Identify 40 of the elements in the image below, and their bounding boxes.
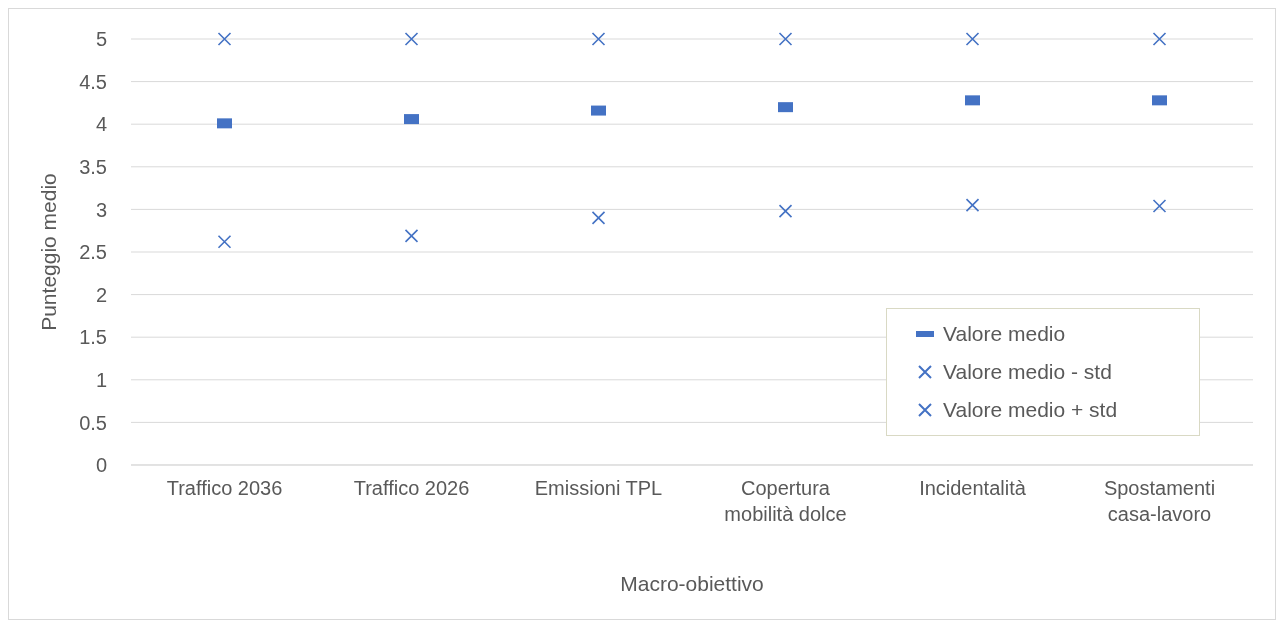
y-tick-label: 4.5 (79, 70, 107, 93)
point (778, 204, 793, 218)
legend-label: Valore medio + std (943, 398, 1118, 422)
point (965, 95, 980, 106)
y-tick-label: 1.5 (79, 326, 107, 349)
y-tick-label: 2.5 (79, 241, 107, 264)
point (1152, 32, 1167, 46)
y-tick-label: 0 (95, 454, 107, 477)
x-tick-label: Traffico 2026 (353, 477, 470, 499)
y-tick-label: 3 (95, 198, 107, 221)
y-tick-label: 2 (95, 283, 107, 306)
y-tick-label: 5 (95, 28, 107, 51)
y-tick-label: 1 (95, 368, 107, 391)
point (404, 32, 419, 46)
point (217, 118, 232, 129)
point (1152, 95, 1167, 106)
x-tick-label: Copertura mobilità dolce (724, 477, 847, 525)
legend-label: Valore medio (943, 322, 1066, 346)
point (591, 32, 606, 46)
point (1152, 199, 1167, 213)
x-tick-label: Spostamenti casa-lavoro (1103, 477, 1216, 525)
x-tick-label: Traffico 2036 (166, 477, 283, 499)
point (778, 102, 793, 113)
y-axis-title: Punteggio medio (37, 173, 61, 331)
point (778, 32, 793, 46)
point (965, 32, 980, 46)
x-axis-title: Macro-obiettivo (620, 572, 764, 595)
point (965, 198, 980, 212)
point (591, 211, 606, 225)
point (404, 114, 419, 125)
x-tick-label: Emissioni TPL (534, 477, 663, 499)
point (217, 234, 232, 249)
y-tick-label: 4 (95, 113, 107, 136)
point (217, 32, 232, 46)
point (404, 229, 419, 243)
x-tick-label: Incidentalità (919, 477, 1027, 499)
legend-label: Valore medio - std (943, 360, 1112, 384)
y-tick-label: 0.5 (79, 411, 107, 434)
point (591, 105, 606, 116)
y-tick-label: 3.5 (79, 155, 107, 178)
